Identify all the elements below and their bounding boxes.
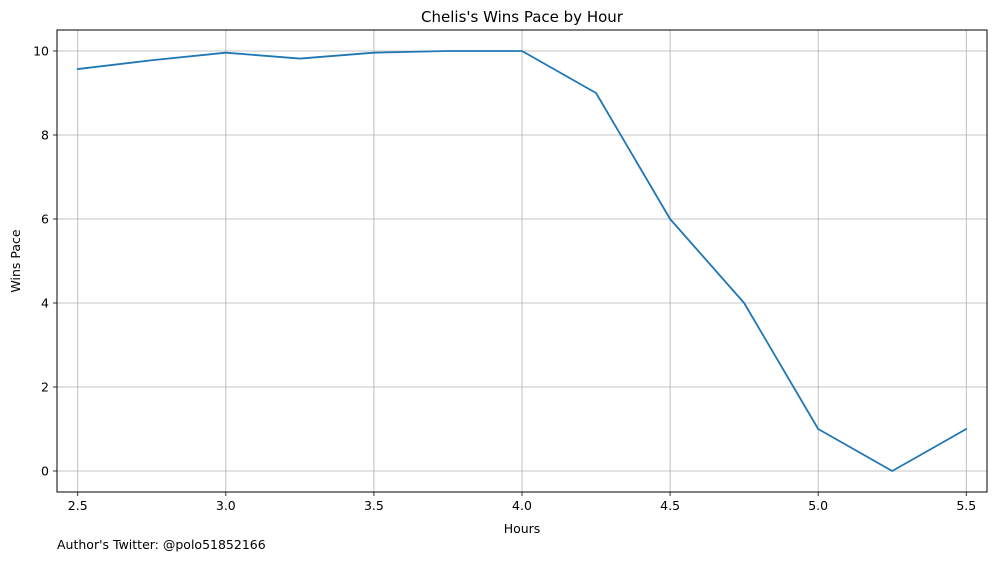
series-layer	[76, 50, 968, 472]
x-tick-label: 2.5	[68, 498, 88, 513]
x-tick-label: 5.0	[808, 498, 828, 513]
y-tick-label: 6	[41, 212, 49, 227]
y-axis: 0 2 4 6 8 10	[33, 44, 57, 479]
x-tick-label: 4.5	[660, 498, 680, 513]
y-tick-label: 10	[33, 44, 49, 59]
x-axis-title: Hours	[504, 521, 541, 536]
y-tick-label: 4	[41, 296, 49, 311]
y-tick-label: 2	[41, 380, 49, 395]
x-tick-label: 5.5	[956, 498, 976, 513]
y-tick-label: 8	[41, 128, 49, 143]
x-axis: 2.5 3.0 3.5 4.0 4.5 5.0 5.5	[68, 492, 976, 513]
x-tick-label: 4.0	[512, 498, 532, 513]
y-tick-label: 0	[41, 464, 49, 479]
y-axis-title: Wins Pace	[8, 229, 23, 292]
grid	[57, 30, 987, 492]
x-tick-label: 3.0	[216, 498, 236, 513]
chart-title: Chelis's Wins Pace by Hour	[421, 8, 624, 26]
x-tick-label: 3.5	[364, 498, 384, 513]
author-footnote: Author's Twitter: @polo51852166	[57, 537, 266, 552]
